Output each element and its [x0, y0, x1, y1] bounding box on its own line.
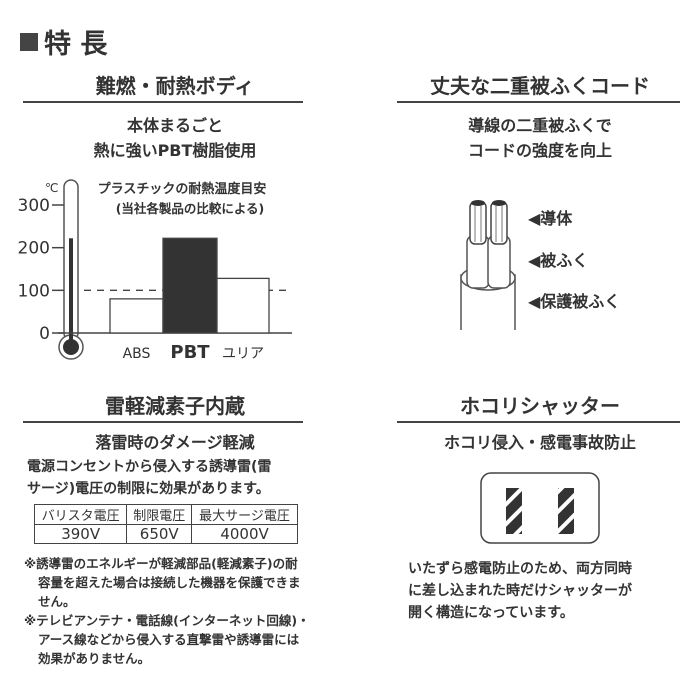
square-bullet-icon [20, 33, 38, 51]
bar-ABS [109, 298, 164, 334]
thermometer-icon [58, 179, 84, 360]
section-heading: 丈夫な二重被ふくコード [430, 74, 650, 98]
table-row: 390V 650V 4000V [33, 524, 298, 544]
divider [397, 101, 680, 103]
y-tick-label: 100 [18, 281, 50, 301]
subtitle-line: コードの強度を向上 [467, 141, 612, 160]
section-subtitle: 本体まるごと 熱に強いPBT樹脂使用 [20, 113, 330, 163]
shutter-outlet-icon [480, 472, 600, 544]
cable-cross-section-icon [460, 200, 516, 330]
section-heading: 難燃・耐熱ボディ [95, 74, 255, 98]
section-heading: 雷軽減素子内蔵 [105, 394, 245, 418]
section-heading: ホコリシャッター [460, 394, 620, 418]
y-tick-label: 0 [39, 324, 50, 344]
table-header: 最大サージ電圧 [191, 504, 298, 525]
body-line: サージ)電圧の制限に効果があります。 [27, 481, 270, 497]
shutter-slot [506, 488, 522, 534]
section-body: 電源コンセントから侵入する誘導雷(雷 サージ)電圧の制限に効果があります。 [27, 456, 271, 500]
body-line: 開く構造になっています。 [408, 605, 574, 621]
table-header: バリスタ電圧 [33, 504, 128, 525]
bar-PBT [162, 237, 218, 334]
label-insulation: ◀被ふく [528, 251, 589, 270]
shutter-slot [558, 488, 574, 534]
category-label: PBT [170, 342, 210, 363]
table-cell: 4000V [191, 524, 298, 544]
label-conductor: ◀導体 [528, 209, 573, 228]
subtitle-line: 熱に強いPBT樹脂使用 [93, 141, 257, 160]
section-body: いたずら感電防止のため、両方同時 に差し込まれた時だけシャッターが 開く構造にな… [408, 558, 632, 624]
y-tick-label: 300 [18, 196, 50, 216]
note-item: ※誘導雷のエネルギーが軽減部品(軽減素子)の耐容量を超えた場合は接続した機器を保… [24, 556, 301, 609]
unit-label: ℃ [45, 181, 58, 195]
category-label: ABS [123, 346, 151, 362]
body-line: に差し込まれた時だけシャッターが [408, 583, 632, 599]
chart-title: プラスチックの耐熱温度目安 [98, 181, 267, 197]
page-title-text: 特 長 [44, 29, 108, 60]
body-line: 電源コンセントから侵入する誘導雷(雷 [27, 459, 272, 475]
note-item: ※テレビアンテナ・電話線(インターネット回線)・アース線などから侵入する直撃雷や… [24, 613, 310, 666]
section-subtitle: 落雷時のダメージ軽減 [95, 433, 255, 452]
notes: ※誘導雷のエネルギーが軽減部品(軽減素子)の耐容量を超えた場合は接続した機器を保… [24, 554, 310, 668]
bar-ユリア [216, 277, 270, 334]
body-line: いたずら感電防止のため、両方同時 [408, 561, 632, 577]
category-label: ユリア [222, 346, 264, 362]
surge-voltage-table: バリスタ電圧 制限電圧 最大サージ電圧 390V 650V 4000V [33, 504, 298, 544]
divider [23, 421, 303, 423]
heat-resistance-chart: ℃ プラスチックの耐熱温度目安 (当社各製品の比較による) 0 100 200 300… [18, 179, 292, 363]
divider [397, 421, 680, 423]
section-subtitle: ホコリ侵入・感電事故防止 [443, 433, 636, 452]
thermometer-level [69, 238, 73, 347]
divider [23, 101, 303, 103]
page-title: 特 長 [20, 22, 107, 61]
section-subtitle: 導線の二重被ふくで コードの強度を向上 [395, 113, 685, 163]
table-header: 制限電圧 [126, 504, 193, 525]
table-cell: 650V [126, 524, 193, 544]
chart-subtitle: (当社各製品の比較による) [116, 201, 265, 216]
table-header-row: バリスタ電圧 制限電圧 最大サージ電圧 [33, 504, 298, 525]
y-tick-label: 200 [18, 239, 50, 259]
subtitle-line: 本体まるごと [126, 116, 223, 135]
table-cell: 390V [33, 524, 128, 544]
label-protective-sheath: ◀保護被ふく [528, 292, 621, 311]
subtitle-line: 導線の二重被ふくで [468, 116, 612, 135]
